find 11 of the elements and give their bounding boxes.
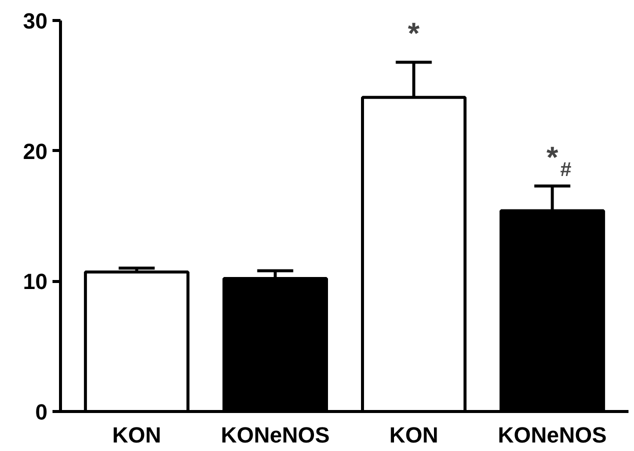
y-tick-label: 0 [35,400,48,424]
x-tick-label: KONeNOS [220,422,330,448]
annotation: * [408,18,420,51]
annotation: # [560,159,572,182]
y-tick-label: 20 [23,138,48,164]
annotation: * [546,142,558,175]
x-tick-label: KONeNOS [498,422,607,448]
x-tick-label: KON [389,422,438,448]
y-tick-label: 30 [23,8,48,34]
y-tick-label: 10 [23,269,48,294]
x-tick-label: KON [112,422,162,448]
